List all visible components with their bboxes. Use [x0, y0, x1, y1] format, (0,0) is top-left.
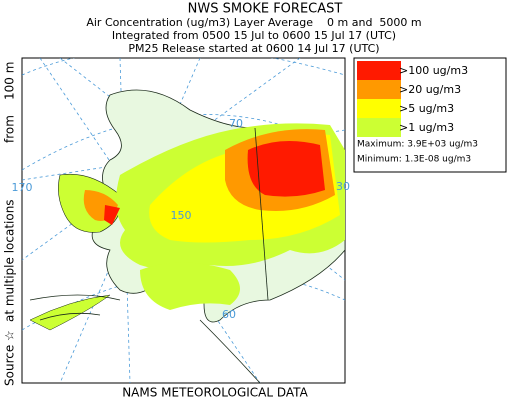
legend-swatch [357, 61, 401, 80]
legend-minimum: Minimum: 1.3E-08 ug/m3 [357, 155, 471, 165]
border [254, 127, 269, 301]
smoke-area [29, 294, 111, 331]
map-label: 70 [229, 117, 243, 130]
side-label: Source ☆ [3, 330, 17, 386]
side-label: from [3, 115, 17, 143]
map-label: 30 [336, 180, 350, 193]
legend-swatch [357, 118, 401, 137]
map: 70 170 150 60 30 [12, 57, 350, 384]
smoke-area [247, 141, 325, 197]
side-label: 100 m [3, 62, 17, 100]
footer: NAMS METEOROLOGICAL DATA [122, 386, 308, 400]
legend-swatch [357, 99, 401, 118]
subtitle: PM25 Release started at 0600 14 Jul 17 (… [128, 42, 379, 55]
subtitle: Integrated from 0500 15 Jul to 0600 15 J… [112, 29, 396, 42]
subtitle: Air Concentration (ug/m3) Layer Average … [86, 16, 421, 29]
grid-line [22, 58, 345, 76]
coastline [29, 294, 261, 383]
map-label: 170 [12, 181, 33, 194]
legend-label: >5 ug/m3 [399, 102, 454, 115]
side-label: at multiple locations [3, 199, 17, 322]
legend-swatch [357, 80, 401, 99]
title: NWS SMOKE FORECAST [188, 2, 343, 17]
map-label: 150 [171, 209, 192, 222]
smoke-area [104, 205, 120, 225]
map-label: 60 [222, 308, 236, 321]
legend-label: >1 ug/m3 [399, 121, 454, 134]
legend-maximum: Maximum: 3.9E+03 ug/m3 [357, 140, 478, 150]
legend: Maximum: 3.9E+03 ug/m3 Minimum: 1.3E-08 … [353, 57, 507, 173]
legend-label: >20 ug/m3 [399, 83, 461, 96]
legend-label: >100 ug/m3 [399, 64, 468, 77]
smoke-area [140, 262, 240, 310]
